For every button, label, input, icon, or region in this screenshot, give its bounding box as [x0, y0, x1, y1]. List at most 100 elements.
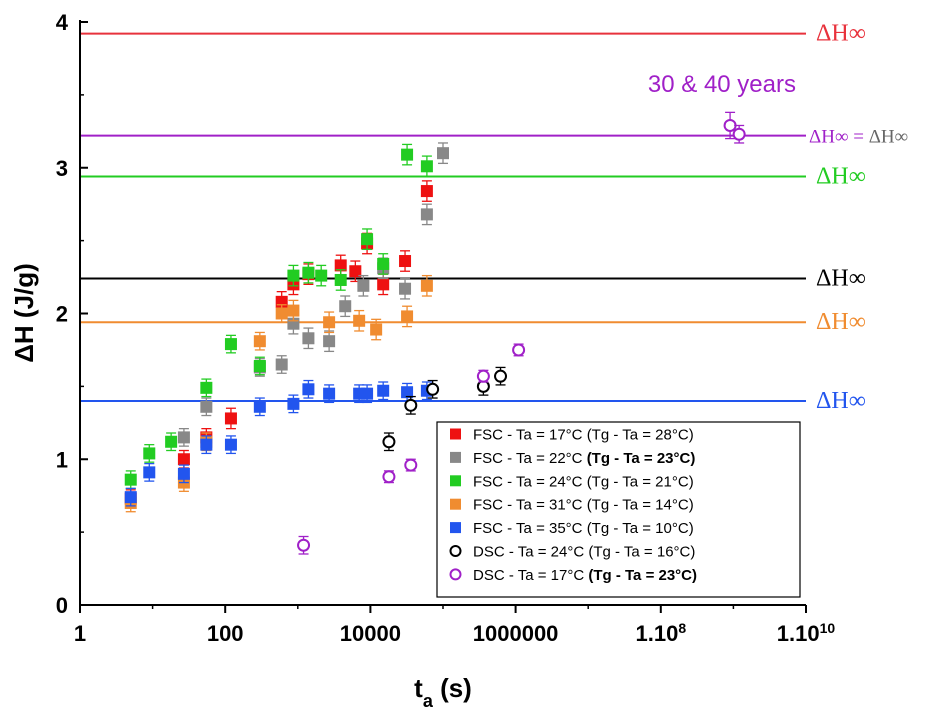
legend-label-main: FSC - Ta = 35°C: [473, 520, 587, 537]
data-point: [200, 400, 213, 413]
legend-item-1: FSC - Ta = 22°C (Tg - Ta = 23°C): [450, 450, 695, 467]
legend: FSC - Ta = 17°C (Tg - Ta = 28°C) FSC - Ta…: [436, 421, 801, 598]
data-point: [177, 453, 190, 466]
data-point: [377, 384, 390, 397]
data-point: [377, 278, 390, 291]
data-point: [177, 431, 190, 444]
x-tick-label-base: 10000: [340, 621, 401, 646]
reference-line-label-2: ΔH∞: [816, 163, 866, 189]
data-point: [399, 282, 412, 295]
reference-line-label-0: ΔH∞: [816, 21, 866, 47]
data-point: [382, 470, 396, 484]
reference-line-label-4: ΔH∞: [816, 309, 866, 335]
data-point: [404, 458, 418, 472]
x-axis-label: ta (s): [414, 673, 472, 707]
data-point: [334, 273, 347, 286]
y-axis-label: ΔH (J/g): [9, 263, 39, 363]
data-point: [302, 266, 315, 279]
data-point: [275, 358, 288, 371]
x-axis-label-main: t: [414, 673, 423, 703]
data-point: [224, 412, 237, 425]
legend-label-main: FSC - Ta = 31°C: [473, 497, 587, 514]
y-tick-label: 2: [56, 302, 68, 327]
data-point: [377, 257, 390, 270]
x-tick-label: 100: [207, 621, 244, 646]
x-tick-label: 1.1010: [777, 620, 836, 646]
data-point: [426, 382, 440, 396]
y-tick-label: 0: [56, 593, 68, 618]
legend-label-detail: (Tg - Ta = 14°C): [587, 497, 694, 514]
x-tick-label-base: 100: [207, 621, 244, 646]
data-point: [302, 332, 315, 345]
data-point: [334, 259, 347, 272]
data-point: [224, 438, 237, 451]
data-point: [401, 148, 414, 161]
data-point: [253, 400, 266, 413]
legend-marker: [450, 451, 461, 463]
data-point: [437, 147, 449, 160]
reference-line-label-main: ΔH∞: [816, 266, 866, 292]
data-point: [420, 160, 433, 173]
data-point: [323, 335, 336, 348]
legend-label: DSC - Ta = 17°C (Tg - Ta = 23°C): [473, 567, 697, 584]
legend-marker: [449, 545, 462, 557]
reference-line-label-suffix: ΔH∞: [869, 127, 908, 148]
legend-label-detail: (Tg - Ta = 10°C): [587, 520, 694, 537]
series-6: [297, 111, 746, 555]
data-point: [275, 307, 288, 320]
data-point: [200, 438, 213, 451]
legend-label-detail: (Tg - Ta = 23°C): [587, 450, 696, 467]
series-0: [124, 180, 433, 508]
legend-item-4: FSC - Ta = 35°C (Tg - Ta = 10°C): [450, 520, 694, 537]
x-tick-label-base: 1.10: [777, 621, 820, 646]
legend-label-detail: (Tg - Ta = 23°C): [588, 567, 697, 584]
legend-label-main: DSC - Ta = 17°C: [473, 567, 588, 584]
reference-line-label-main: ΔH∞: [816, 309, 866, 335]
reference-line-label-main: ΔH∞: [816, 388, 866, 414]
data-point: [357, 279, 370, 292]
data-point: [323, 387, 336, 400]
data-point: [401, 386, 414, 399]
legend-label-main: FSC - Ta = 22°C: [473, 450, 587, 467]
legend-item-0: FSC - Ta = 17°C (Tg - Ta = 28°C): [450, 427, 694, 444]
data-point: [361, 387, 374, 400]
legend-label: FSC - Ta = 22°C (Tg - Ta = 23°C): [473, 450, 695, 467]
series-1: [177, 142, 449, 447]
legend-marker: [449, 568, 462, 581]
y-tick-label: 1: [56, 447, 68, 472]
data-point: [287, 269, 300, 282]
data-point: [339, 300, 352, 313]
legend-item-3: FSC - Ta = 31°C (Tg - Ta = 14°C): [450, 497, 694, 514]
series-5: [382, 366, 508, 452]
reference-line-label-5: ΔH∞: [816, 388, 866, 414]
data-point: [732, 127, 746, 141]
x-tick-label-exponent: 8: [678, 620, 686, 636]
data-point: [253, 359, 266, 372]
annotation-years: 30 & 40 years: [648, 71, 796, 98]
data-point: [200, 381, 213, 394]
x-tick-label-base: 1: [74, 621, 86, 646]
data-point: [512, 343, 526, 357]
data-point: [287, 397, 300, 410]
x-tick-label: 1000000: [473, 621, 559, 646]
y-tick-label: 4: [56, 10, 69, 35]
x-axis-label-sub: a: [423, 691, 434, 707]
legend-marker: [450, 475, 461, 487]
data-point: [420, 208, 433, 221]
data-point: [302, 383, 315, 396]
reference-line-label-1: ΔH∞ = ΔH∞: [809, 127, 908, 148]
legend-label: FSC - Ta = 35°C (Tg - Ta = 10°C): [473, 520, 694, 537]
data-point: [723, 118, 737, 132]
legend-label-main: DSC - Ta = 24°C: [473, 544, 588, 561]
x-tick-label: 1.108: [635, 620, 686, 646]
data-point: [420, 185, 433, 198]
data-point: [124, 473, 137, 486]
reference-line-label-main: ΔH∞: [816, 163, 866, 189]
data-point: [382, 435, 396, 449]
legend-item-6: DSC - Ta = 17°C (Tg - Ta = 23°C): [449, 567, 697, 584]
data-point: [315, 269, 328, 282]
reference-line-label-3: ΔH∞: [816, 266, 866, 292]
data-point: [370, 323, 383, 336]
